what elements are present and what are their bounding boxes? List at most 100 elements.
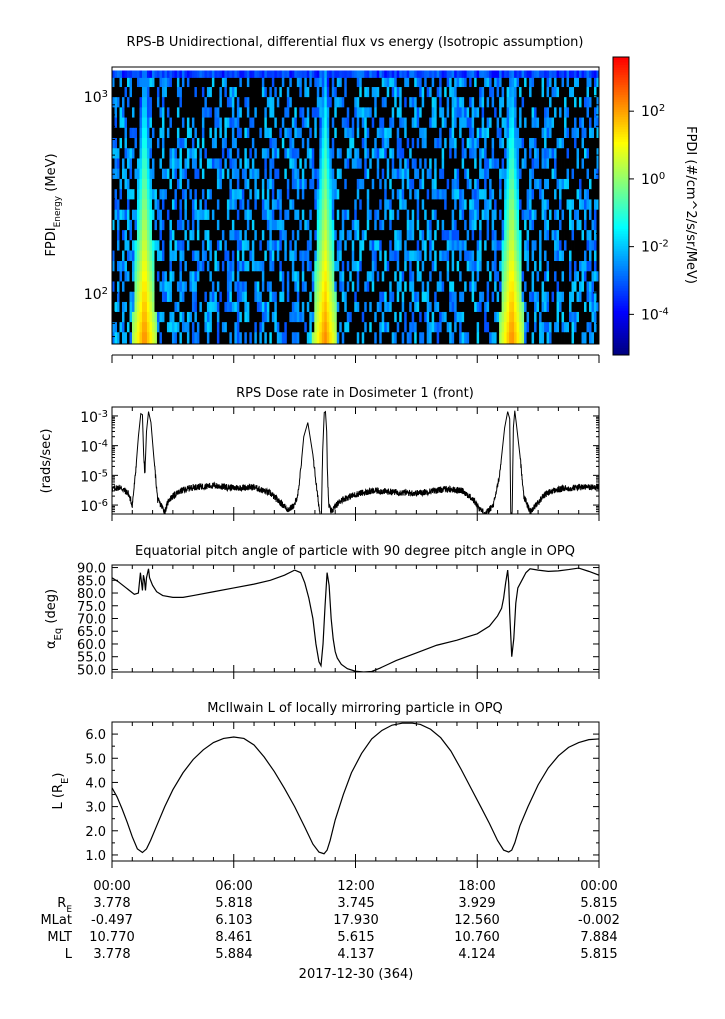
- heatmap-cell: [489, 250, 493, 262]
- heatmap-cell: [374, 229, 378, 241]
- heatmap-cell: [364, 86, 368, 98]
- heatmap-cell: [366, 239, 370, 251]
- heatmap-cell: [386, 178, 390, 190]
- heatmap-cell: [319, 291, 323, 302]
- heatmap-cell: [371, 209, 375, 220]
- heatmap-cell: [416, 331, 420, 344]
- heatmap-cell: [119, 77, 123, 88]
- heatmap-cell: [536, 86, 540, 98]
- heatmap-cell: [381, 168, 385, 179]
- heatmap-cell: [469, 219, 473, 231]
- heatmap-cell: [331, 117, 335, 128]
- heatmap-cell: [211, 158, 215, 169]
- heatmap-cell: [189, 281, 193, 292]
- heatmap-cell: [551, 127, 555, 139]
- heatmap-cell: [521, 86, 525, 98]
- heatmap-cell: [304, 198, 308, 210]
- heatmap-cell: [154, 127, 158, 139]
- heatmap-cell: [291, 188, 295, 200]
- heatmap-cell: [234, 270, 238, 282]
- heatmap-cell: [344, 331, 348, 344]
- heatmap-cell: [251, 168, 255, 179]
- heatmap-cell: [401, 260, 405, 272]
- heatmap-cell: [471, 158, 475, 169]
- heatmap-cell: [296, 137, 300, 149]
- heatmap-cell: [169, 260, 173, 272]
- heatmap-cell: [559, 311, 562, 323]
- heatmap-cell: [191, 106, 195, 118]
- heatmap-cell: [581, 321, 585, 333]
- heatmap-cell: [171, 168, 175, 179]
- heatmap-cell: [151, 229, 155, 241]
- heatmap-cell: [554, 178, 557, 190]
- heatmap-cell: [416, 137, 420, 149]
- heatmap-cell: [444, 331, 448, 344]
- heatmap-cell: [379, 311, 383, 323]
- heatmap-cell: [196, 229, 200, 241]
- heatmap-cell: [531, 96, 535, 108]
- heatmap-cell: [164, 209, 168, 220]
- heatmap-cell: [374, 117, 378, 128]
- heatmap-cell: [544, 96, 547, 108]
- heatmap-cell: [219, 198, 223, 210]
- heatmap-cell: [449, 260, 453, 272]
- heatmap-cell: [254, 301, 258, 312]
- heatmap-cell: [176, 219, 180, 231]
- heatmap-cell: [544, 219, 547, 231]
- heatmap-cell: [471, 250, 475, 262]
- heatmap-cell: [546, 321, 550, 333]
- heatmap-cell: [346, 178, 350, 190]
- heatmap-cell: [339, 250, 343, 262]
- heatmap-cell: [444, 158, 448, 169]
- heatmap-cell: [444, 219, 448, 231]
- heatmap-cell: [381, 281, 385, 292]
- heatmap-cell: [369, 219, 373, 231]
- heatmap-cell: [411, 239, 415, 251]
- heatmap-cell: [564, 291, 567, 302]
- heatmap-cell: [374, 96, 378, 108]
- heatmap-cell: [499, 198, 502, 210]
- heatmap-cell: [576, 168, 580, 179]
- heatmap-cell: [584, 270, 587, 282]
- heatmap-cell: [534, 137, 537, 149]
- heatmap-cell: [449, 168, 453, 179]
- heatmap-cell: [301, 77, 305, 88]
- heatmap-cell: [431, 127, 435, 139]
- heatmap-cell: [129, 209, 133, 220]
- heatmap-cell: [394, 96, 398, 108]
- heatmap-cell: [511, 86, 515, 98]
- heatmap-cell: [254, 260, 258, 272]
- heatmap-cell: [169, 321, 173, 333]
- heatmap-cell: [489, 198, 493, 210]
- heatmap-cell: [266, 188, 270, 200]
- heatmap-cell: [506, 291, 510, 302]
- heatmap-cell: [231, 86, 235, 98]
- heatmap-cell: [251, 321, 255, 333]
- heatmap-cell: [289, 291, 293, 302]
- heatmap-cell: [311, 270, 315, 282]
- heatmap-cell: [366, 77, 370, 88]
- heatmap-cell: [264, 147, 268, 159]
- heatmap-cell: [151, 86, 155, 98]
- heatmap-cell: [446, 311, 450, 323]
- heatmap-cell: [211, 188, 215, 200]
- heatmap-cell: [496, 127, 500, 139]
- heatmap-cell: [571, 260, 575, 272]
- heatmap-cell: [389, 219, 393, 231]
- heatmap-cell: [356, 260, 360, 272]
- heatmap-cell: [334, 229, 338, 241]
- heatmap-cell: [296, 147, 300, 159]
- heatmap-cell: [484, 188, 488, 200]
- heatmap-cell: [339, 77, 343, 88]
- heatmap-cell: [269, 281, 273, 292]
- heatmap-cell: [319, 331, 323, 344]
- heatmap-cell: [559, 239, 562, 251]
- heatmap-cell: [561, 106, 565, 118]
- heatmap-cell: [151, 178, 155, 190]
- heatmap-cell: [229, 188, 233, 200]
- heatmap-cell: [146, 96, 150, 108]
- heatmap-cell: [251, 77, 255, 88]
- heatmap-cell: [596, 106, 599, 118]
- heatmap-cell: [581, 229, 585, 241]
- heatmap-cell: [574, 127, 577, 139]
